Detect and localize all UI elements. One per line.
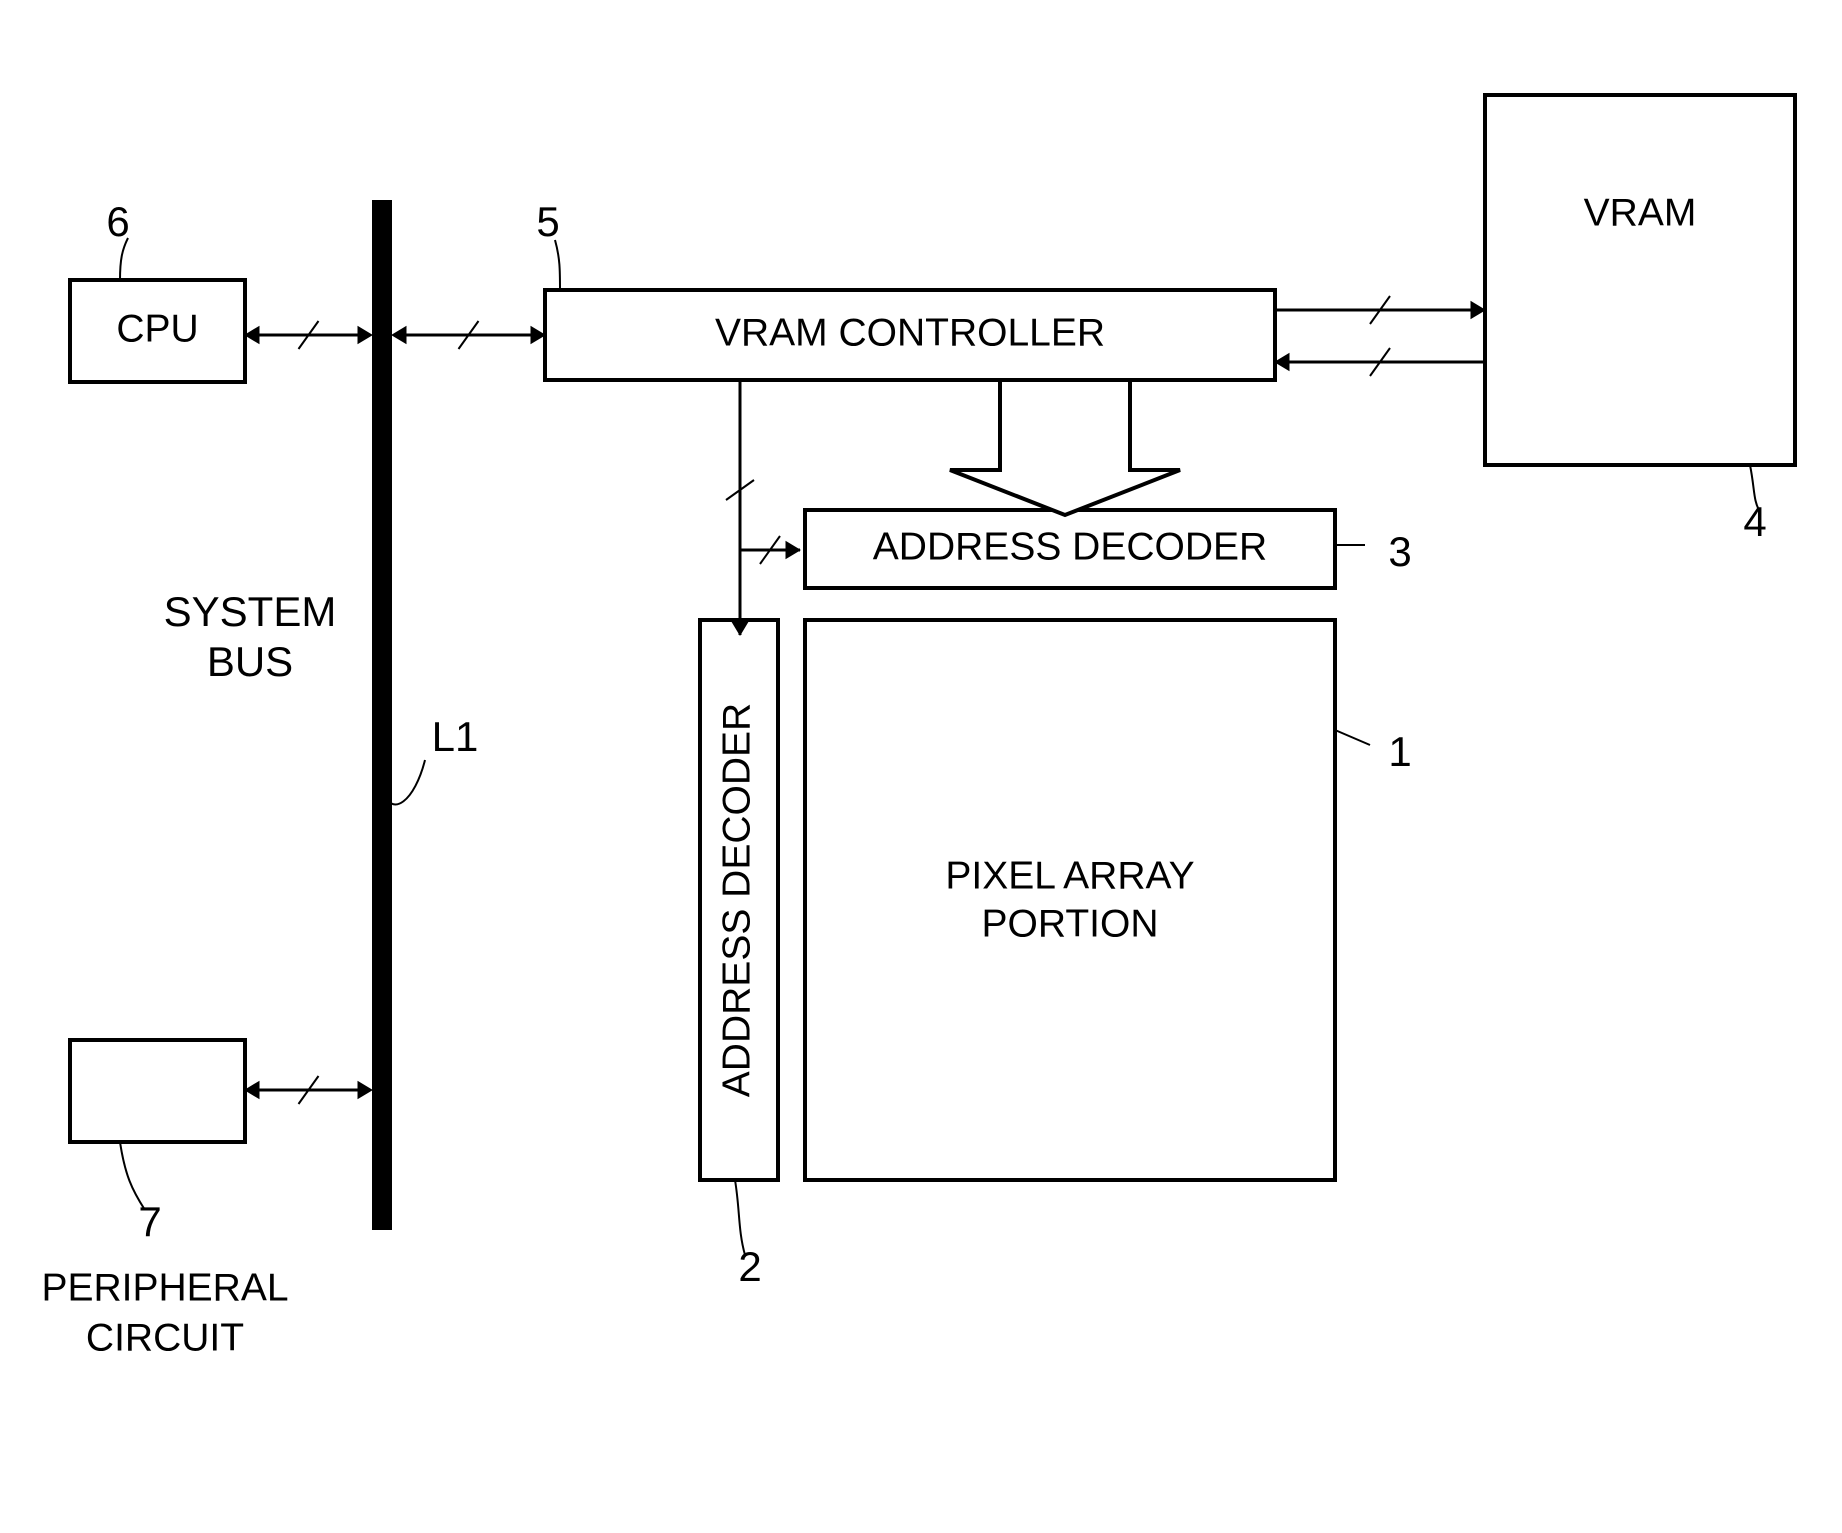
- peripheral-label: CIRCUIT: [86, 1316, 244, 1359]
- system-bus: [372, 200, 392, 1230]
- arrow-head: [245, 327, 259, 344]
- peripheral-ref-num: 7: [138, 1198, 161, 1245]
- vram-controller-ref-num: 5: [536, 198, 559, 245]
- arrow-head: [392, 327, 406, 344]
- arrow-head: [786, 542, 800, 559]
- cpu-label: CPU: [116, 307, 198, 350]
- arrow-head: [531, 327, 545, 344]
- arrow-head: [358, 327, 372, 344]
- system-bus-label: SYSTEM: [164, 588, 337, 635]
- arrow-head: [1471, 302, 1485, 319]
- peripheral-label: PERIPHERAL: [41, 1266, 288, 1309]
- block-arrow-icon: [950, 380, 1180, 515]
- arrow-head: [245, 1082, 259, 1099]
- vram-controller-callout: [555, 240, 560, 290]
- pixel-array-label: PORTION: [982, 902, 1159, 945]
- address-decoder-h-label: ADDRESS DECODER: [873, 525, 1267, 568]
- bus-ref-label: L1: [432, 713, 479, 760]
- pixel-array-ref-num: 1: [1388, 728, 1411, 775]
- arrow-head: [1275, 354, 1289, 371]
- vram-label: VRAM: [1584, 191, 1697, 234]
- address-decoder-v-label: ADDRESS DECODER: [715, 703, 758, 1097]
- vram-ref-num: 4: [1743, 498, 1766, 545]
- cpu-ref-num: 6: [106, 198, 129, 245]
- peripheral-block: [70, 1040, 245, 1142]
- vram-controller-label: VRAM CONTROLLER: [715, 311, 1105, 354]
- arrow-head: [358, 1082, 372, 1099]
- system-bus-label: BUS: [207, 638, 293, 685]
- vram-block: [1485, 95, 1795, 465]
- address-decoder-v-ref-num: 2: [738, 1243, 761, 1290]
- pixel-array-block: [805, 620, 1335, 1180]
- pixel-array-callout: [1335, 730, 1370, 745]
- address-decoder-h-ref-num: 3: [1388, 528, 1411, 575]
- pixel-array-label: PIXEL ARRAY: [945, 854, 1194, 897]
